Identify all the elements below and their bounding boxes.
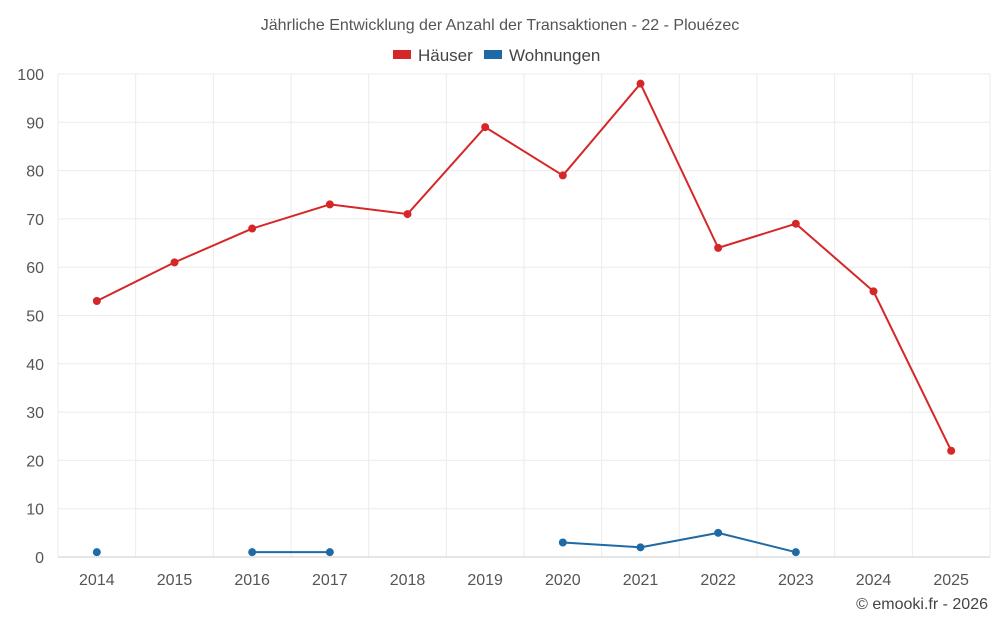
x-tick-label: 2017 <box>312 572 348 589</box>
x-tick-label: 2022 <box>700 572 736 589</box>
x-axis: 2014 2015 2016 2017 2018 2019 2020 2021 2022 2023… <box>79 572 969 589</box>
series-line-haeuser <box>251 203 331 230</box>
series-line-haeuser <box>717 222 797 249</box>
data-point-haeuser[interactable] <box>92 297 101 306</box>
series-line-haeuser <box>872 290 953 452</box>
data-point-wohnungen[interactable] <box>325 548 334 557</box>
legend-swatch-haeuser <box>393 50 411 59</box>
data-point-wohnungen[interactable] <box>248 548 257 557</box>
data-point-wohnungen[interactable] <box>791 548 800 557</box>
y-tick-label: 50 <box>26 309 44 326</box>
series-line-haeuser <box>95 261 176 303</box>
copyright-credit: © emooki.fr - 2026 <box>856 596 988 613</box>
series-line-haeuser <box>406 126 487 216</box>
legend-label-wohnungen[interactable]: Wohnungen <box>509 46 600 65</box>
data-point-haeuser[interactable] <box>325 200 334 209</box>
y-tick-label: 0 <box>35 550 44 567</box>
x-tick-label: 2020 <box>545 572 581 589</box>
data-point-wohnungen[interactable] <box>558 538 567 547</box>
x-tick-label: 2018 <box>390 572 426 589</box>
y-axis: 0 10 20 30 40 50 60 70 80 90 100 <box>17 67 44 567</box>
y-tick-label: 70 <box>26 212 44 229</box>
series-line-wohnungen <box>639 531 720 549</box>
x-tick-label: 2023 <box>778 572 814 589</box>
series-line-haeuser <box>794 222 875 293</box>
plot-area <box>92 79 956 557</box>
data-point-haeuser[interactable] <box>481 123 490 132</box>
data-point-haeuser[interactable] <box>791 219 800 228</box>
x-tick-label: 2015 <box>157 572 193 589</box>
data-point-haeuser[interactable] <box>248 224 257 233</box>
data-point-haeuser[interactable] <box>403 210 412 219</box>
data-point-haeuser[interactable] <box>558 171 567 180</box>
series-line-wohnungen <box>717 531 797 554</box>
y-tick-label: 40 <box>26 357 44 374</box>
series-line-wohnungen <box>561 541 642 549</box>
x-tick-label: 2024 <box>856 572 892 589</box>
legend: Häuser Wohnungen <box>393 46 600 65</box>
series-line-haeuser <box>561 82 642 177</box>
data-point-wohnungen[interactable] <box>92 548 101 557</box>
x-tick-label: 2021 <box>623 572 659 589</box>
y-tick-label: 80 <box>26 164 44 181</box>
y-tick-label: 90 <box>26 115 44 132</box>
legend-swatch-wohnungen <box>484 50 502 59</box>
grid <box>57 73 991 558</box>
data-point-haeuser[interactable] <box>170 258 179 267</box>
data-point-wohnungen[interactable] <box>636 543 645 552</box>
x-tick-label: 2016 <box>234 572 270 589</box>
data-point-haeuser[interactable] <box>714 243 723 252</box>
legend-label-haeuser[interactable]: Häuser <box>418 46 473 65</box>
x-tick-label: 2025 <box>933 572 969 589</box>
data-point-haeuser[interactable] <box>636 79 645 88</box>
y-tick-label: 100 <box>17 67 44 84</box>
series-line-haeuser <box>328 203 409 216</box>
y-tick-label: 60 <box>26 260 44 277</box>
series-line-haeuser <box>639 82 720 249</box>
data-point-wohnungen[interactable] <box>714 528 723 537</box>
series-line-haeuser <box>484 126 564 177</box>
series-line-haeuser <box>173 227 254 264</box>
chart-title: Jährliche Entwicklung der Anzahl der Tra… <box>261 17 739 34</box>
y-tick-label: 30 <box>26 405 44 422</box>
data-point-haeuser[interactable] <box>869 287 878 296</box>
x-tick-label: 2019 <box>467 572 503 589</box>
data-point-haeuser[interactable] <box>947 446 956 455</box>
y-tick-label: 10 <box>26 502 44 519</box>
x-tick-label: 2014 <box>79 572 115 589</box>
y-tick-label: 20 <box>26 453 44 470</box>
